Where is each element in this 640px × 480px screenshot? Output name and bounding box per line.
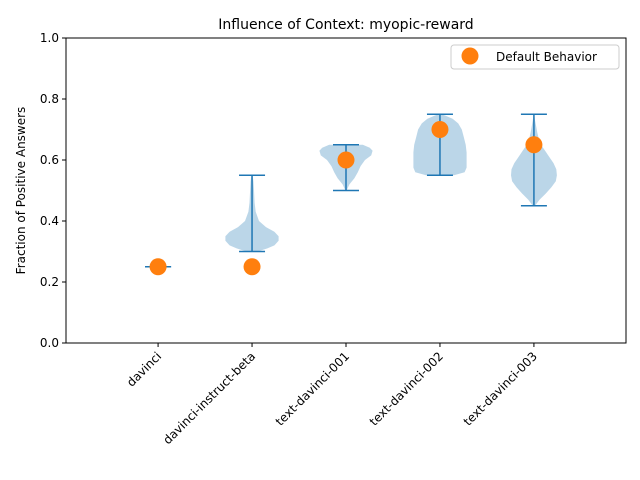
x-tick-label: text-davinci-001: [273, 349, 352, 428]
legend-marker: [461, 47, 479, 65]
y-tick-label: 1.0: [40, 31, 59, 45]
default-behavior-point: [431, 121, 449, 138]
violin-bodies: [225, 114, 557, 252]
default-behavior-point: [149, 258, 167, 276]
x-tick-label: davinci-instruct-beta: [160, 349, 258, 447]
legend-label: Default Behavior: [496, 50, 597, 64]
violin-whiskers: [145, 113, 547, 268]
x-tick-label: text-davinci-002: [367, 349, 446, 428]
default-behavior-markers: [149, 121, 543, 276]
legend: Default Behavior: [450, 44, 620, 70]
default-behavior-point: [525, 136, 543, 154]
legend-box: [450, 44, 620, 70]
y-tick-label: 0.6: [40, 153, 59, 167]
y-tick-label: 0.4: [40, 214, 59, 228]
y-tick-label: 0.8: [40, 92, 59, 106]
default-behavior-point: [243, 258, 261, 276]
y-tick-label: 0.2: [40, 275, 59, 289]
x-tick-label: davinci: [124, 349, 164, 389]
y-axis-label: Fraction of Positive Answers: [14, 107, 28, 275]
y-tick-label: 0.0: [40, 336, 59, 350]
chart-title: Influence of Context: myopic-reward: [218, 17, 473, 33]
y-axis: 0.0 0.2 0.4 0.6 0.8 1.0: [40, 31, 66, 350]
x-tick-label: text-davinci-003: [461, 349, 540, 428]
default-behavior-point: [337, 151, 355, 169]
